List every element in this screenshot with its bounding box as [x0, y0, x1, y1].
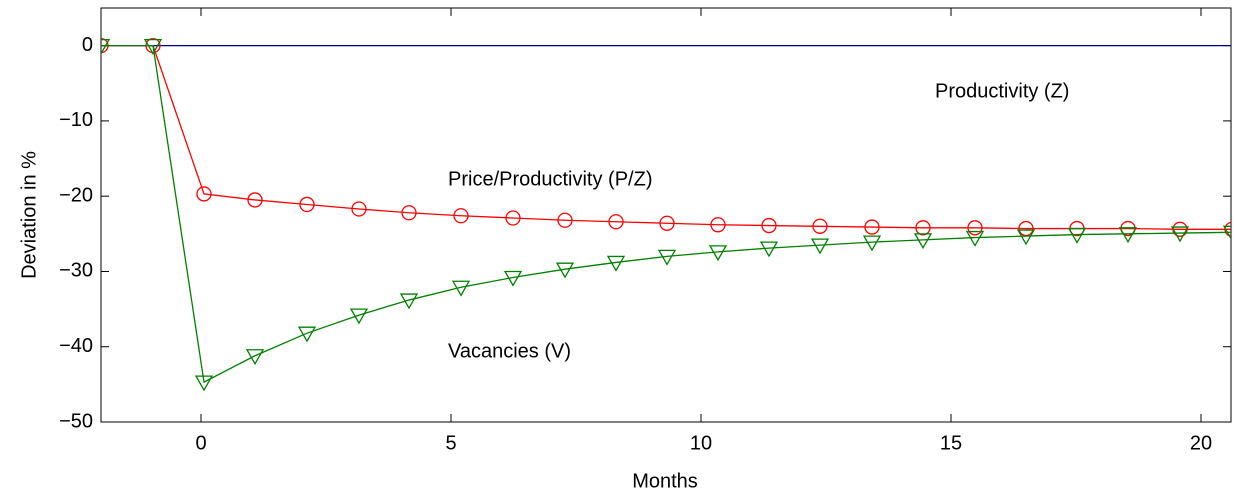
marker	[505, 210, 521, 226]
plot-area	[101, 37, 1231, 392]
marker	[194, 375, 214, 392]
marker	[299, 196, 315, 213]
marker	[351, 201, 367, 217]
marker	[245, 349, 265, 366]
marker	[708, 245, 728, 262]
y-axis-label: Deviation in %	[18, 151, 40, 279]
marker	[451, 280, 471, 297]
marker	[101, 38, 111, 55]
marker	[659, 215, 675, 231]
marker	[555, 262, 575, 279]
y-tick-label: −10	[59, 109, 93, 131]
series-line	[101, 44, 1231, 230]
marker	[401, 205, 417, 221]
x-tick-label: 10	[690, 432, 712, 454]
marker	[399, 293, 419, 310]
marker	[967, 220, 983, 236]
marker	[1067, 227, 1087, 244]
marker	[1118, 227, 1138, 244]
marker	[965, 230, 985, 247]
marker	[761, 217, 777, 234]
y-tick-label: −40	[59, 335, 93, 357]
marker	[1222, 225, 1231, 240]
marker	[759, 241, 779, 258]
marker	[915, 220, 931, 236]
y-tick-label: −50	[59, 410, 93, 432]
marker	[349, 308, 369, 325]
marker	[608, 214, 624, 230]
marker	[606, 255, 626, 272]
series-label: Productivity (Z)	[935, 80, 1069, 102]
y-tick-label: −20	[59, 184, 93, 206]
marker	[557, 212, 573, 228]
marker	[297, 326, 317, 343]
series-line	[101, 44, 1231, 384]
marker	[247, 192, 263, 208]
series-label: Price/Productivity (P/Z)	[448, 168, 652, 190]
x-axis-label: Months	[632, 470, 698, 492]
marker	[1170, 226, 1190, 243]
marker	[453, 208, 469, 224]
x-tick-label: 5	[445, 432, 456, 454]
marker	[1016, 229, 1036, 246]
marker	[812, 218, 828, 234]
marker	[196, 186, 212, 202]
marker	[503, 270, 523, 287]
plot-frame	[100, 7, 1232, 423]
marker	[810, 238, 830, 255]
marker	[657, 249, 677, 266]
x-tick-label: 15	[940, 432, 962, 454]
marker	[864, 219, 880, 235]
marker	[143, 38, 163, 55]
series-label: Vacancies (V)	[448, 340, 571, 362]
y-tick-label: 0	[82, 34, 93, 56]
marker	[913, 233, 933, 250]
x-tick-label: 20	[1190, 432, 1212, 454]
y-tick-label: −30	[59, 260, 93, 282]
marker	[862, 235, 882, 252]
marker	[710, 217, 726, 233]
x-tick-label: 0	[195, 432, 206, 454]
